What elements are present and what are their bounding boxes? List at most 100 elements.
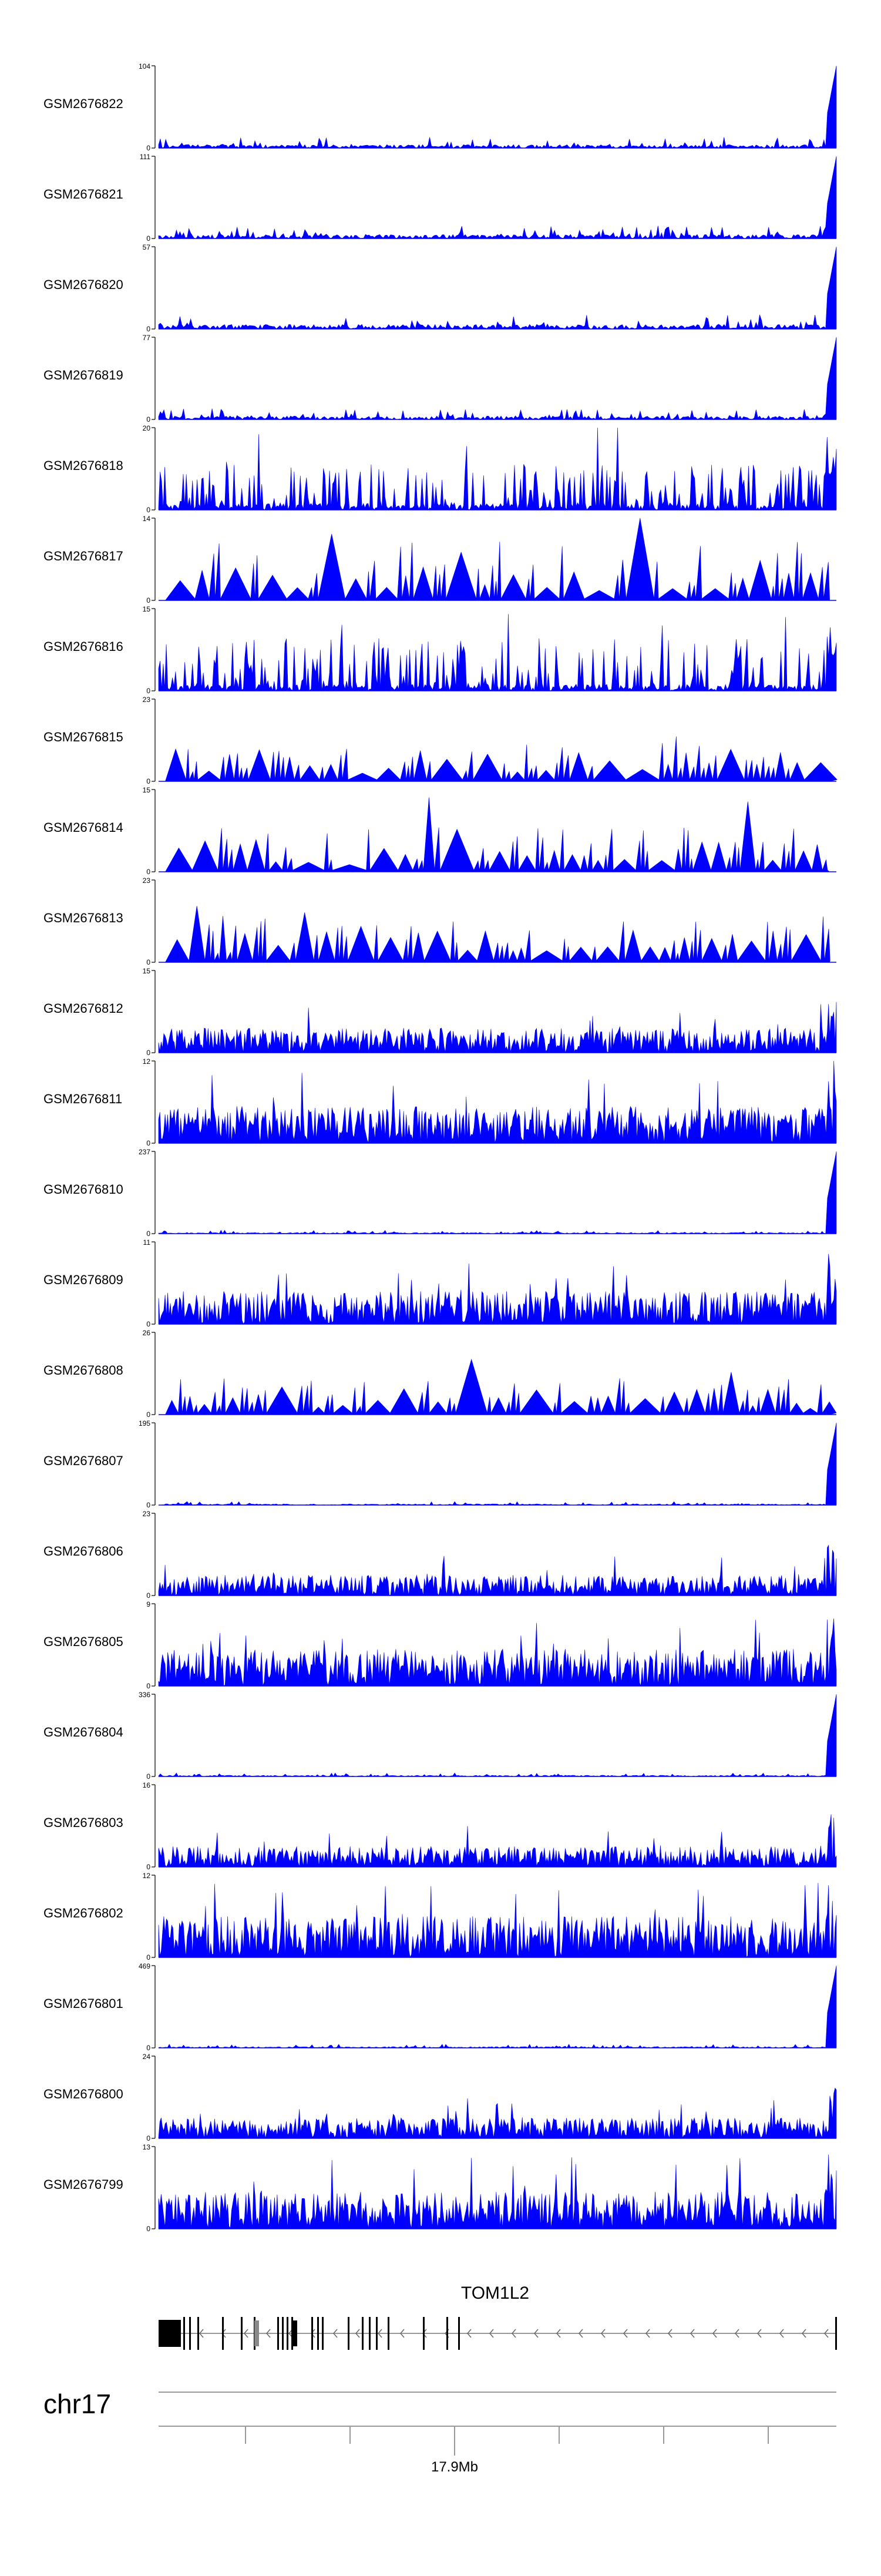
y-min-label: 0	[146, 596, 150, 604]
track: GSM2676809 11 0	[43, 1238, 837, 1328]
strand-arrow	[579, 2329, 583, 2338]
y-min-label: 0	[146, 1230, 150, 1238]
strand-arrow	[489, 2329, 494, 2338]
strand-arrow	[623, 2329, 628, 2338]
track: GSM2676805 9 0	[43, 1600, 837, 1690]
track-signal-area	[158, 427, 837, 511]
y-max-label: 26	[143, 1329, 151, 1337]
track: GSM2676819 77 0	[43, 334, 837, 424]
track: GSM2676810 237 0	[43, 1148, 837, 1238]
y-min-label: 0	[146, 1139, 150, 1147]
strand-arrow	[779, 2329, 784, 2338]
gene-exon	[241, 2317, 243, 2350]
y-min-label: 0	[146, 1682, 150, 1690]
track-signal-area	[159, 906, 836, 963]
track: GSM2676801 469 0	[43, 1962, 837, 2052]
gene-exon	[189, 2317, 191, 2350]
y-max-label: 9	[146, 1600, 150, 1608]
y-max-label: 20	[143, 424, 151, 432]
strand-arrow	[378, 2329, 382, 2338]
gene-exon	[282, 2317, 284, 2350]
gene-exon	[222, 2317, 224, 2350]
track-label: GSM2676803	[43, 1815, 123, 1830]
strand-arrow	[802, 2329, 806, 2338]
track: GSM2676811 12 0	[43, 1057, 837, 1147]
track-label: GSM2676814	[43, 820, 123, 835]
gene-exon	[311, 2317, 313, 2350]
y-max-label: 57	[143, 243, 151, 251]
y-min-label: 0	[146, 2225, 150, 2233]
y-min-label: 0	[146, 1320, 150, 1328]
track: GSM2676802 12 0	[43, 1872, 837, 1962]
y-min-label: 0	[146, 1049, 150, 1057]
track-signal-area	[158, 2087, 837, 2139]
axis-tick-label: 17.9Mb	[431, 2459, 478, 2475]
track-label: GSM2676821	[43, 187, 123, 201]
track-signal-area	[158, 65, 837, 149]
track-label: GSM2676799	[43, 2177, 123, 2192]
track-label: GSM2676808	[43, 1363, 123, 1378]
y-min-label: 0	[146, 144, 150, 152]
strand-arrow	[757, 2329, 762, 2338]
y-min-label: 0	[146, 415, 150, 424]
track-label: GSM2676822	[43, 96, 123, 111]
y-max-label: 11	[143, 1238, 151, 1247]
y-max-label: 111	[140, 153, 151, 161]
track: GSM2676818 20 0	[43, 424, 837, 514]
y-min-label: 0	[146, 958, 150, 966]
y-max-label: 336	[139, 1691, 150, 1699]
track-signal-area	[159, 518, 836, 601]
gene-exon	[376, 2317, 378, 2350]
track-label: GSM2676807	[43, 1453, 123, 1468]
y-min-label: 0	[146, 777, 150, 785]
track-signal-area	[158, 1254, 837, 1325]
y-max-label: 23	[143, 1510, 151, 1518]
strand-arrow	[735, 2329, 739, 2338]
track: GSM2676808 26 0	[43, 1329, 837, 1419]
track-label: GSM2676811	[43, 1091, 122, 1106]
y-min-label: 0	[146, 325, 150, 333]
y-max-label: 15	[143, 605, 151, 613]
y-min-label: 0	[146, 2044, 150, 2052]
track-label: GSM2676806	[43, 1544, 123, 1559]
genomic-axis: chr17 17.9Mb	[43, 2389, 836, 2475]
track-signal-area	[158, 1060, 837, 1144]
track-signal-area	[158, 614, 837, 691]
gene-exon	[458, 2317, 460, 2350]
gene-exon	[159, 2320, 181, 2347]
track-label: GSM2676817	[43, 549, 123, 563]
y-min-label: 0	[146, 1863, 150, 1871]
strand-arrows	[199, 2329, 829, 2338]
track-label: GSM2676816	[43, 639, 123, 654]
track-signal-area	[159, 797, 836, 872]
track: GSM2676816 15 0	[43, 605, 837, 695]
strand-arrow	[333, 2329, 338, 2338]
track-label: GSM2676820	[43, 277, 123, 292]
strand-arrow	[712, 2329, 717, 2338]
track-signal-area	[158, 1814, 837, 1868]
y-max-label: 15	[143, 786, 151, 794]
track-signal-area	[159, 1359, 837, 1415]
y-max-label: 469	[139, 1962, 150, 1970]
gene-model: TOM1L2	[159, 2283, 837, 2350]
strand-arrow	[400, 2329, 405, 2338]
y-min-label: 0	[146, 1772, 150, 1781]
y-min-label: 0	[146, 506, 150, 514]
track-label: GSM2676809	[43, 1272, 123, 1287]
gene-exon	[183, 2317, 185, 2350]
track: GSM2676806 23 0	[43, 1510, 837, 1600]
track: GSM2676817 14 0	[43, 515, 836, 604]
track: GSM2676813 23 0	[43, 876, 836, 966]
y-max-label: 15	[143, 967, 151, 975]
y-max-label: 14	[143, 515, 151, 523]
track: GSM2676800 24 0	[43, 2053, 837, 2142]
chromosome-label: chr17	[43, 2389, 111, 2419]
track: GSM2676799 13 0	[43, 2143, 837, 2233]
y-min-label: 0	[146, 234, 150, 243]
y-min-label: 0	[146, 1591, 150, 1600]
y-min-label: 0	[146, 1953, 150, 1962]
track-label: GSM2676804	[43, 1725, 123, 1739]
strand-arrow	[534, 2329, 539, 2338]
gene-exon	[197, 2317, 199, 2350]
